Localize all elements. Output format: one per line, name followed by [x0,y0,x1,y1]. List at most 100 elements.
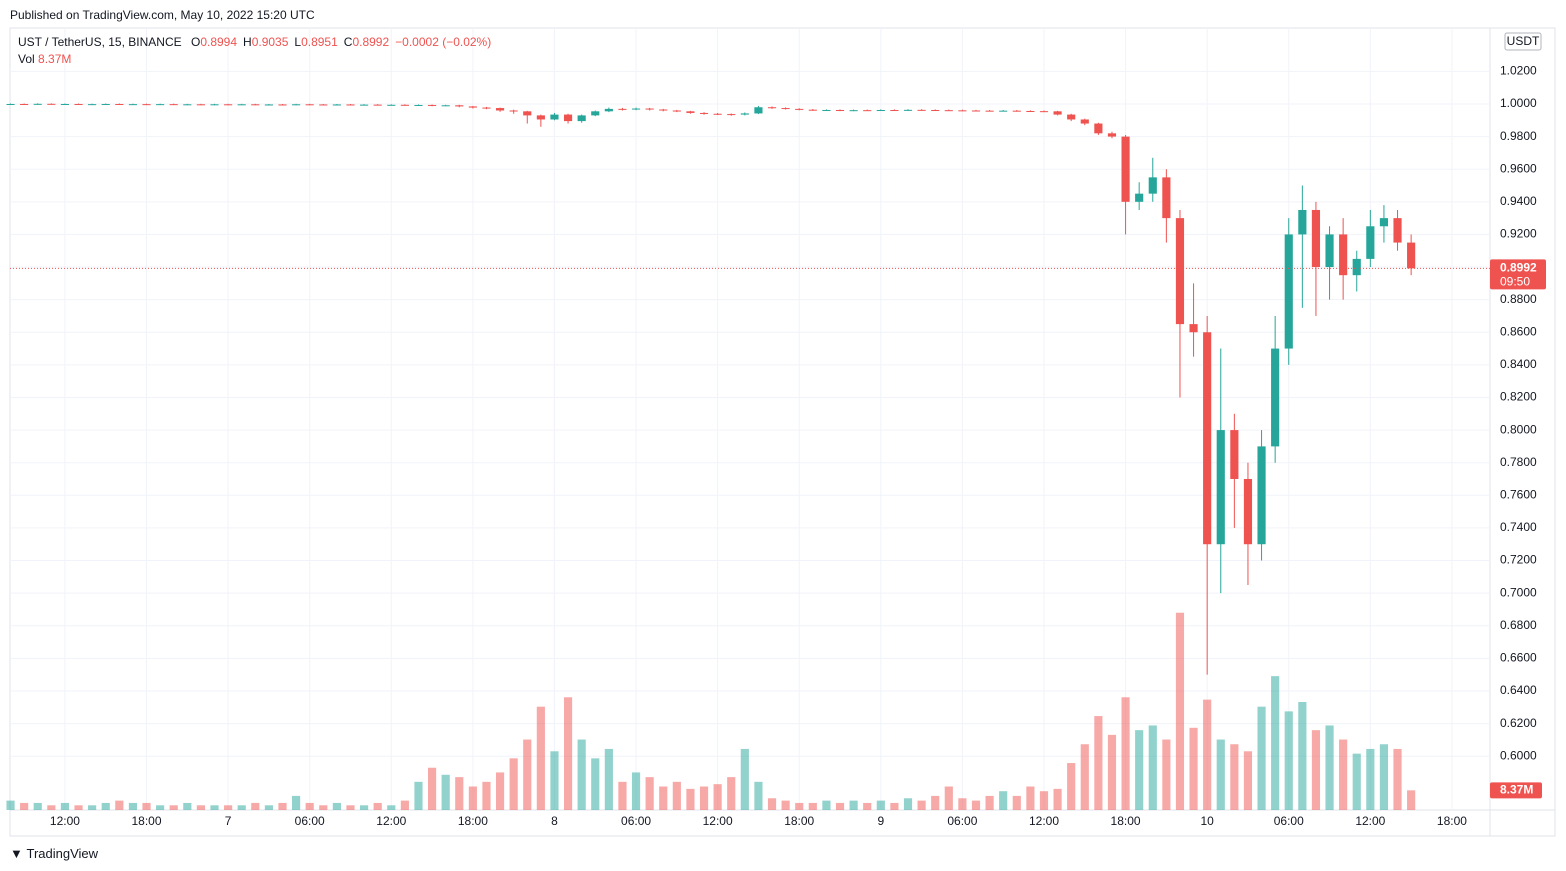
y-tick-label: 0.8000 [1500,422,1537,436]
candle-body [196,104,205,106]
candle-body [672,110,681,112]
candle-body [1379,218,1389,227]
volume-bar [618,781,627,810]
grid [10,28,1490,810]
candle-body [33,103,42,105]
volume-bar [876,800,885,810]
ohlc-value: 0.8951 [301,35,338,49]
volume-bar [604,748,613,810]
candle-body [183,104,192,106]
x-tick-label: 06:00 [1274,814,1304,828]
volume-bar [183,802,192,810]
candle-body [604,108,613,112]
candle-body [1189,324,1198,333]
volume-bar [713,784,722,810]
candle-body [1094,123,1103,134]
candle-body [686,111,695,113]
x-tick-label: 18:00 [1437,814,1467,828]
volume-bar [1162,739,1171,810]
volume-bar [631,772,641,810]
x-tick-label: 12:00 [376,814,406,828]
volume-bar [917,800,926,810]
volume-bar [999,791,1008,810]
volume-bar [767,798,777,810]
candle-body [890,110,899,112]
volume-bar [1039,791,1049,810]
x-tick-label: 12:00 [1355,814,1385,828]
volume-bar [1203,699,1212,810]
volume-label-box [1490,782,1542,799]
candle-body [468,106,477,108]
ohlc-label: L [294,35,302,49]
volume-bar [944,786,953,810]
volume-bar [332,802,341,810]
candle-body [1026,110,1035,112]
volume-bar [1379,744,1389,810]
x-tick-label: 18:00 [784,814,814,828]
candle-body [536,115,545,120]
y-tick-label: 0.7600 [1500,487,1537,501]
volume-bar [305,802,314,810]
candle-body [577,115,586,122]
volume-bar [156,805,165,810]
volume-bar [1216,739,1225,810]
y-tick-label: 0.8400 [1500,357,1537,371]
volume-bar [1148,725,1157,810]
volume-bar [563,697,573,810]
candle-body [1271,348,1280,447]
candle-body [495,108,505,111]
candle-body [156,104,165,106]
ohlc-label: C [343,35,353,49]
y-tick-label: 0.8200 [1500,390,1537,404]
ohlc-value: 0.9035 [251,35,289,49]
candle-body [808,109,817,111]
y-tick-label: 0.6200 [1500,716,1537,730]
candle-body [1203,332,1212,545]
candle-body [169,104,178,106]
y-tick-label: 0.9000 [1500,259,1537,273]
volume-bar [1311,730,1321,810]
y-tick-label: 0.6400 [1500,683,1537,697]
volume-bar [224,805,233,810]
candle-body [251,104,260,106]
volume-bar [781,800,790,810]
y-tick-label: 0.9200 [1500,227,1537,241]
candle-body [400,104,409,106]
price-label: 0.8992 [1500,261,1537,275]
candle-body [795,108,804,110]
candle-body [618,108,627,110]
volume-bar [360,805,369,810]
y-tick-label: 0.6600 [1500,651,1537,665]
volume-bar [985,795,994,810]
candle-body [224,104,233,106]
candle-body [319,104,328,106]
volume-bar [373,802,382,810]
y-tick-label: 1.0200 [1500,64,1537,78]
vol-label: Vol [18,52,35,66]
candle-body [781,108,790,110]
candle-body [142,104,151,106]
volume-bar [1352,753,1361,810]
y-tick-label: 0.6800 [1500,618,1537,632]
candle-body [563,114,573,122]
volume-bar [740,748,749,810]
volume-bar [523,739,532,810]
candle-body [999,110,1008,112]
y-tick-label: 0.9800 [1500,129,1537,143]
volume-bar [495,772,505,810]
volume-bar [971,800,981,810]
candle-body [101,103,110,105]
candle-body [305,104,314,106]
volume-bar [74,805,83,810]
volume-bar [1094,716,1103,810]
candle-body [1107,133,1117,137]
volume-bar [591,758,600,810]
candle-body [1012,110,1021,112]
countdown: 09:50 [1500,275,1530,289]
volume-bar [251,802,260,810]
candle-body [944,110,953,112]
candle-body [482,107,491,109]
candle-body [414,104,423,106]
published-note: Published on TradingView.com, May 10, 20… [10,8,315,22]
